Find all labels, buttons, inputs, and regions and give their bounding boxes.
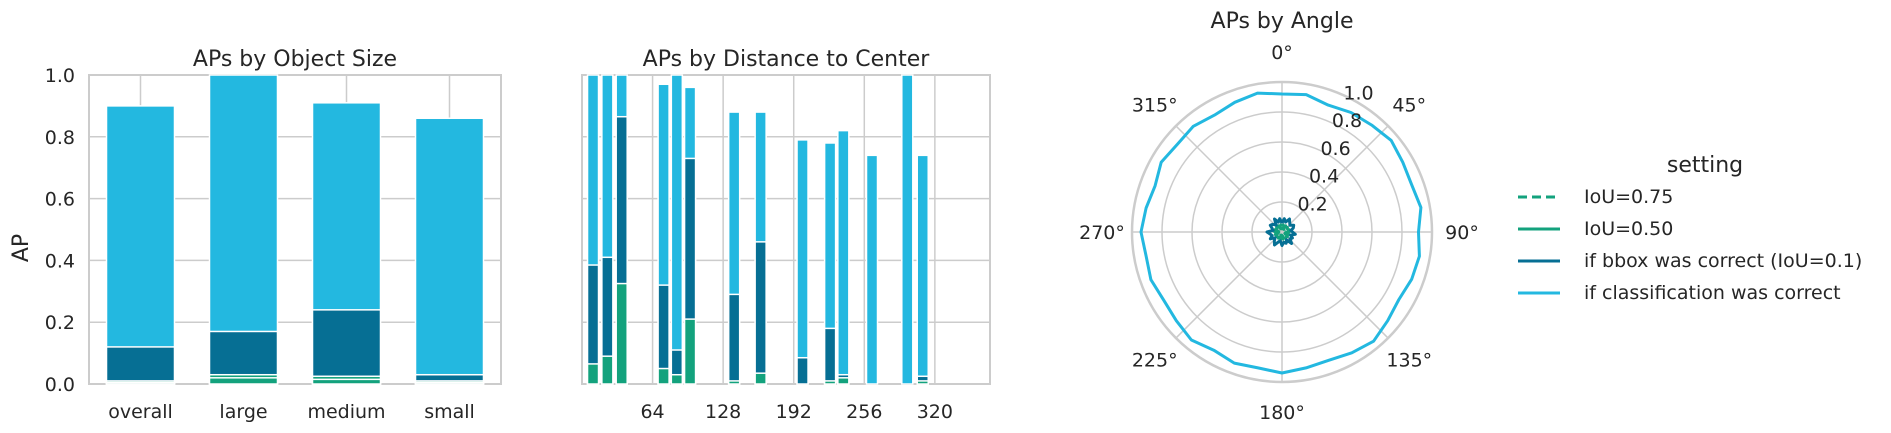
legend-label: IoU=0.50: [1584, 218, 1673, 240]
polar-spoke: [1281, 125, 1389, 233]
chart-distance-ticks: 64 128 192 256 320: [640, 401, 953, 423]
chart-distance-bars: [586, 74, 929, 385]
bar: [901, 74, 914, 385]
polar-series-line: [1265, 217, 1297, 247]
legend-label: IoU=0.75: [1584, 186, 1673, 208]
bar: [796, 139, 809, 385]
chart-object-size-ylabel: AP: [9, 234, 34, 262]
y-tick-label: 1.0: [45, 65, 75, 87]
legend-label: if bbox was correct (IoU=0.1): [1584, 250, 1862, 272]
x-tick-label: 320: [917, 401, 953, 423]
x-tick-label: overall: [108, 401, 173, 423]
bar: [796, 356, 809, 385]
legend-items: IoU=0.75 IoU=0.50 if bbox was correct (IoU…: [1518, 186, 1862, 304]
chart-object-size-bars: [105, 74, 485, 385]
chart-angle: APs by Angle 0° 45° 90° 135° 180° 225° 270° 315…: [1079, 9, 1479, 424]
angle-label: 315°: [1132, 95, 1178, 117]
plot-frame: [581, 74, 991, 385]
bar: [670, 373, 684, 385]
polar-spoke: [1281, 231, 1389, 339]
bar: [683, 318, 697, 385]
r-tick-label: 0.6: [1320, 138, 1350, 160]
chart-object-size-title: APs by Object Size: [193, 47, 397, 72]
chart-distance-title: APs by Distance to Center: [643, 47, 931, 72]
bar: [754, 372, 767, 385]
bar: [657, 367, 670, 385]
bar: [615, 282, 628, 385]
y-tick-label: 0.2: [45, 312, 75, 334]
bar: [837, 377, 850, 385]
bar: [916, 154, 929, 385]
bar: [105, 346, 176, 385]
bar: [414, 381, 485, 385]
angle-label: 45°: [1392, 95, 1426, 117]
angle-label: 180°: [1259, 402, 1305, 424]
r-tick-label: 0.2: [1297, 193, 1327, 215]
bar: [601, 355, 614, 385]
r-tick-label: 0.4: [1309, 166, 1339, 188]
polar-series-line: [1139, 91, 1423, 375]
bar: [670, 74, 684, 385]
legend-label: if classification was correct: [1584, 282, 1841, 304]
polar-series-line: [1276, 226, 1288, 238]
bar: [586, 363, 600, 385]
bar: [823, 327, 837, 385]
plot-frame: [88, 74, 502, 385]
bar: [208, 377, 279, 385]
bar: [823, 380, 837, 385]
bar: [414, 117, 485, 385]
polar-series-line: [1273, 223, 1291, 241]
bar: [865, 154, 879, 385]
x-tick-label: 256: [846, 401, 882, 423]
legend-title: setting: [1667, 153, 1743, 178]
r-tick-label: 0.8: [1332, 110, 1362, 132]
angle-label: 90°: [1445, 222, 1479, 244]
bar: [105, 105, 176, 385]
bar: [754, 241, 767, 385]
x-tick-label: small: [424, 401, 475, 423]
x-tick-label: 192: [776, 401, 812, 423]
x-tick-label: 128: [705, 401, 741, 423]
y-tick-label: 0.0: [45, 374, 75, 396]
bar: [916, 380, 929, 385]
bar: [105, 381, 176, 385]
chart-object-size-ticks: 0.0 0.2 0.4 0.6 0.8 1.0 overall large medium smal…: [45, 65, 475, 423]
x-tick-label: 64: [640, 401, 664, 423]
chart-angle-lines: [1139, 91, 1423, 375]
r-tick-label: 1.0: [1343, 82, 1373, 104]
chart-angle-grid: [1130, 80, 1434, 384]
chart-angle-title: APs by Angle: [1211, 9, 1354, 34]
bar: [727, 380, 741, 385]
bar: [837, 129, 850, 385]
y-tick-label: 0.6: [45, 189, 75, 211]
y-tick-label: 0.8: [45, 127, 75, 149]
bar: [727, 293, 741, 385]
chart-object-size: APs by Object Size AP 0.0 0.2 0.4 0.6 0.8 1.0…: [9, 47, 502, 423]
angle-label: 135°: [1386, 349, 1432, 371]
bar: [311, 309, 382, 385]
x-tick-label: medium: [307, 401, 385, 423]
chart-distance: APs by Distance to Center 64 128 192 256 320: [581, 47, 991, 423]
x-tick-label: large: [219, 401, 267, 423]
legend: setting IoU=0.75 IoU=0.50 if bbox was corr…: [1518, 153, 1862, 304]
chart-angle-ticks: 0° 45° 90° 135° 180° 225° 270° 315° 0.2 0.4 0.6 0.8…: [1079, 42, 1479, 424]
bar: [311, 378, 382, 385]
polar-spoke: [1175, 125, 1283, 233]
angle-label: 270°: [1079, 222, 1125, 244]
angle-label: 225°: [1132, 349, 1178, 371]
angle-label: 0°: [1271, 42, 1293, 64]
polar-spoke: [1175, 231, 1283, 339]
y-tick-label: 0.4: [45, 250, 75, 272]
